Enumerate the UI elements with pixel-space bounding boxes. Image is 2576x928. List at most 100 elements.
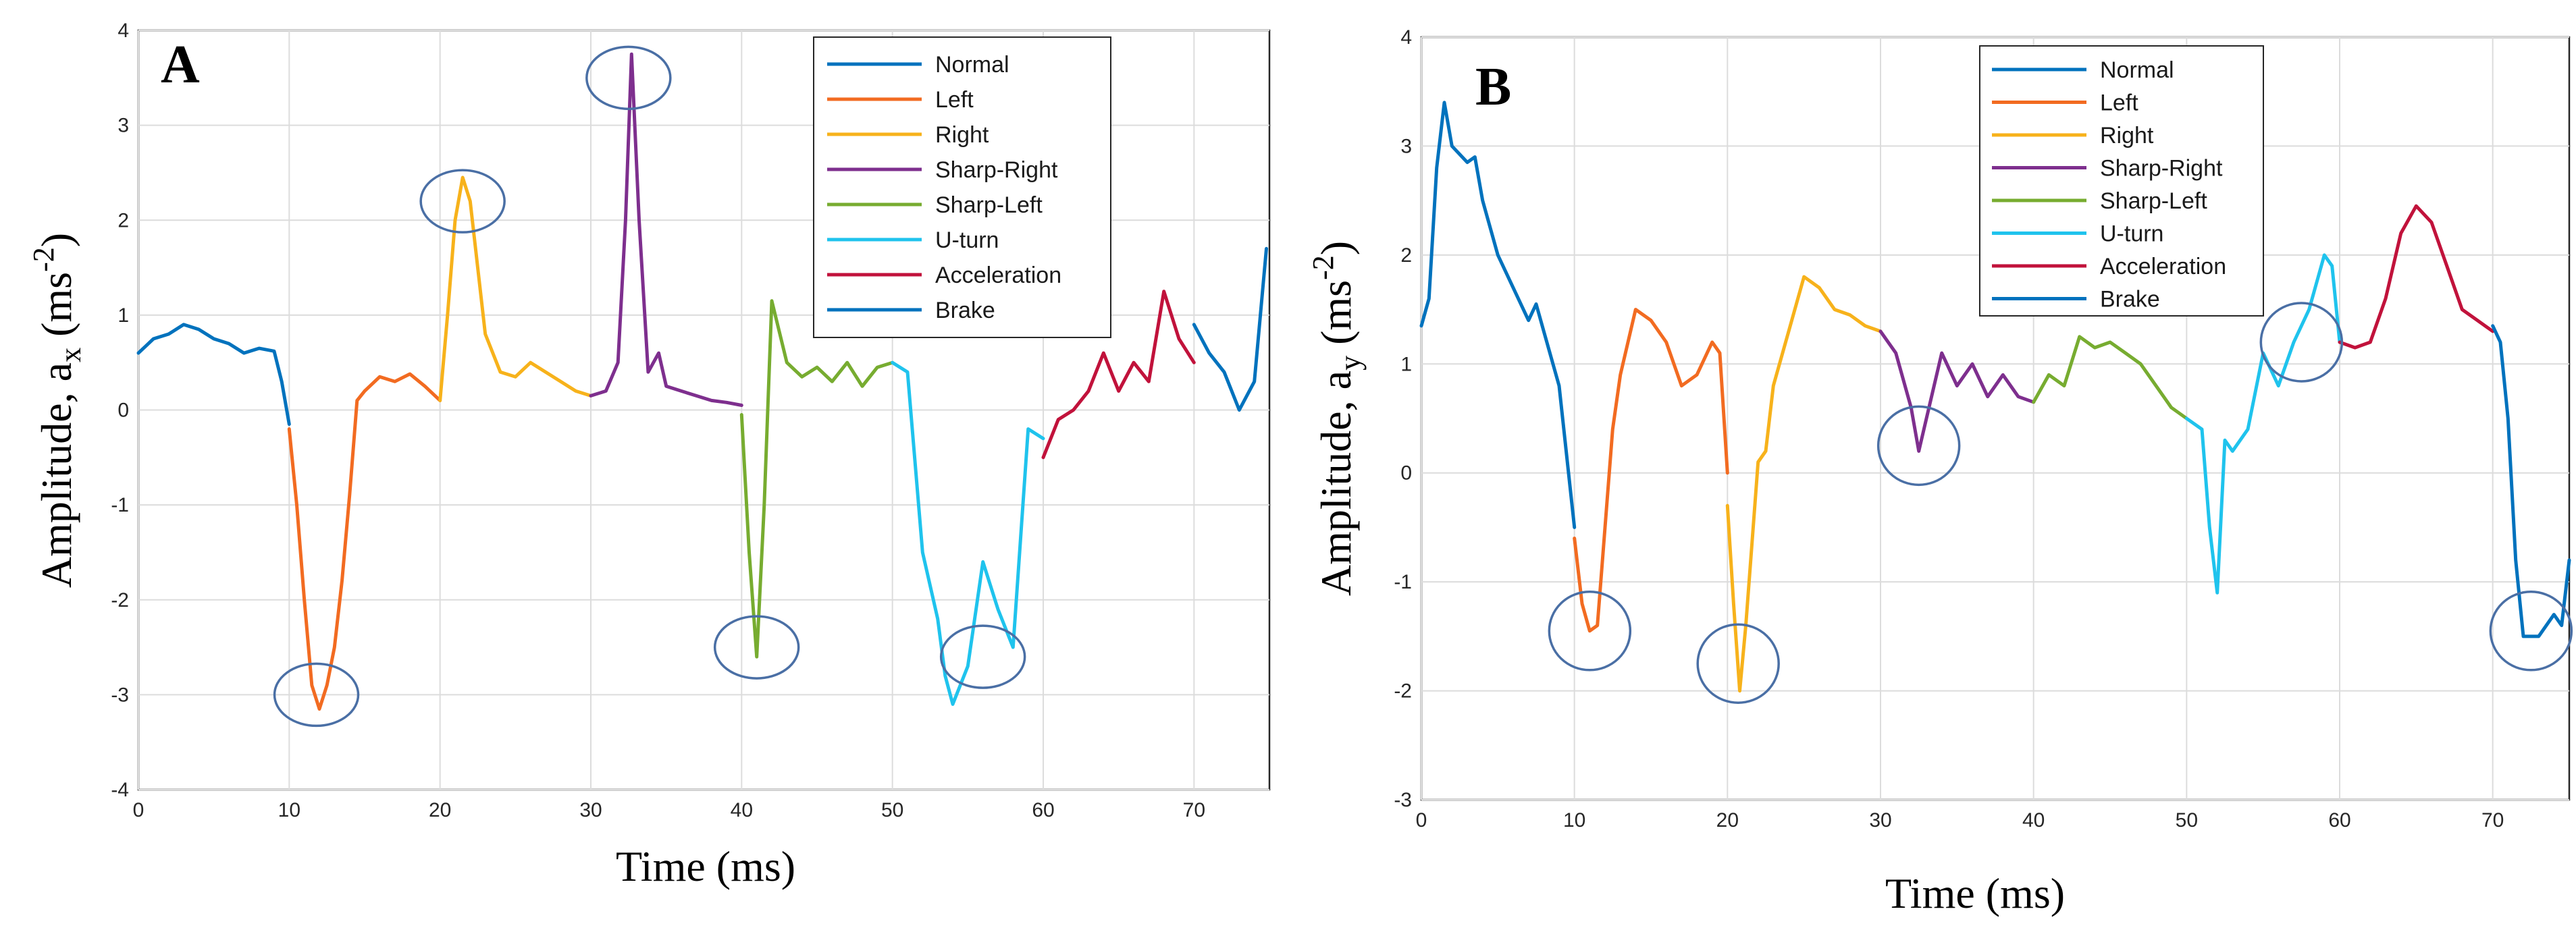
- legend-label: U-turn: [2100, 221, 2163, 247]
- y-tick-label: 1: [1400, 353, 1412, 375]
- series-layer: [136, 52, 1268, 711]
- series-line-normal: [136, 323, 291, 427]
- legend-label: Normal: [2100, 57, 2174, 83]
- legend-label: Normal: [935, 52, 1009, 78]
- y-tick-label: 4: [117, 20, 129, 42]
- y-label-main: Amplitude, a: [1312, 371, 1360, 596]
- legend-label: Acceleration: [2100, 254, 2226, 279]
- y-label-subscript: x: [54, 348, 87, 362]
- x-tick-labels: 0 10 20 30 40 50 60 70: [133, 799, 1205, 821]
- x-tick-label: 30: [1869, 809, 1891, 831]
- highlight-ellipse: [713, 615, 800, 680]
- y-label-unit: (ms: [32, 272, 80, 348]
- panel-label: B: [1475, 57, 1511, 117]
- highlight-ellipse: [273, 662, 360, 728]
- x-axis-label: Time (ms): [616, 842, 795, 890]
- y-tick-label: 0: [1400, 462, 1412, 485]
- highlight-ellipse: [1696, 623, 1780, 704]
- panel-b: 0 10 20 30 40 50 60 70 -3 -2 -1 0 1 2 3 4 B Normal Left…: [1307, 26, 2573, 917]
- y-label-unit-close: ): [1312, 241, 1360, 255]
- highlight-ellipse: [585, 45, 672, 111]
- x-tick-label: 50: [2176, 809, 2198, 831]
- y-label-unit-close: ): [32, 233, 80, 247]
- y-label-subscript: y: [1334, 356, 1367, 371]
- series-line-right: [438, 175, 593, 402]
- legend: Normal Left Right Sharp-Right Sharp-Left U-tu…: [1979, 45, 2264, 317]
- x-tick-label: 60: [1032, 799, 1054, 821]
- x-tick-label: 0: [1416, 809, 1427, 831]
- series-line-sharp-left: [739, 299, 895, 659]
- series-layer: [1419, 101, 2571, 693]
- series-line-sharp-left: [2032, 335, 2188, 420]
- series-line-brake: [2491, 324, 2571, 638]
- legend-label: Sharp-Left: [2100, 188, 2207, 214]
- legend-label: Brake: [935, 298, 995, 323]
- highlight-ellipse: [2489, 591, 2573, 672]
- x-tick-label: 50: [881, 799, 903, 821]
- x-tick-label: 70: [2481, 809, 2504, 831]
- y-label-unit: (ms: [1312, 280, 1360, 356]
- x-tick-label: 20: [1716, 809, 1739, 831]
- series-line-acceleration: [1041, 290, 1196, 460]
- y-tick-label: 0: [117, 400, 129, 422]
- series-line-brake: [1192, 246, 1268, 412]
- y-tick-label: -3: [111, 684, 129, 706]
- y-tick-label: -1: [111, 494, 129, 516]
- y-tick-label: 2: [117, 209, 129, 231]
- x-tick-label: 60: [2328, 809, 2350, 831]
- series-line-normal: [1419, 101, 1577, 529]
- highlight-ellipse: [1876, 405, 1961, 487]
- y-tick-label: -4: [111, 779, 129, 801]
- x-tick-labels: 0 10 20 30 40 50 60 70: [1416, 809, 2504, 831]
- series-line-acceleration: [2338, 204, 2495, 350]
- y-label-main: Amplitude, a: [32, 362, 80, 588]
- y-tick-labels: -4 -3 -2 -1 0 1 2 3 4: [111, 20, 129, 801]
- y-tick-label: 4: [1400, 26, 1412, 49]
- legend-label: Right: [2100, 123, 2154, 148]
- grid: [138, 30, 1269, 790]
- x-tick-label: 30: [579, 799, 602, 821]
- legend-label: U-turn: [935, 227, 999, 253]
- series-line-u-turn: [891, 360, 1045, 706]
- y-tick-label: 1: [117, 304, 129, 327]
- highlight-ellipse: [939, 624, 1026, 689]
- legend-label: Brake: [2100, 287, 2160, 312]
- x-tick-label: 0: [133, 799, 144, 821]
- legend-items: Normal Left Right Sharp-Right Sharp-Left U-tu…: [1992, 57, 2226, 312]
- y-label-superscript: -2: [27, 247, 60, 272]
- series-line-right: [1725, 275, 1883, 693]
- panel-label: A: [161, 35, 200, 94]
- x-tick-label: 40: [2022, 809, 2045, 831]
- legend-label: Left: [935, 87, 974, 113]
- x-tick-label: 20: [429, 799, 451, 821]
- series-line-u-turn: [2184, 253, 2342, 595]
- series-line-sharp-right: [1878, 329, 2036, 453]
- y-tick-label: -3: [1394, 789, 1412, 811]
- legend-label: Acceleration: [935, 263, 1061, 288]
- y-axis-label: Amplitude, ax (ms-2): [27, 233, 87, 588]
- highlight-ellipse: [2259, 302, 2344, 383]
- x-tick-label: 40: [731, 799, 753, 821]
- legend: Normal Left Right Sharp-Right Sharp-Left U-tu…: [813, 36, 1111, 338]
- series-line-left: [1573, 308, 1729, 633]
- y-tick-label: -2: [111, 589, 129, 611]
- y-tick-label: -1: [1394, 571, 1412, 593]
- x-tick-label: 10: [278, 799, 300, 821]
- y-label-superscript: -2: [1307, 255, 1340, 280]
- highlight-ellipse: [419, 169, 506, 234]
- x-tick-label: 70: [1183, 799, 1205, 821]
- panel-a: 0 10 20 30 40 50 60 70 -4 -3 -2 -1 0 1 2 3 4 A Normal Le…: [27, 20, 1271, 890]
- highlight-ellipse: [1548, 591, 1632, 672]
- y-tick-label: -2: [1394, 680, 1412, 703]
- series-line-left: [287, 372, 442, 711]
- series-line-sharp-right: [589, 52, 743, 407]
- x-axis-label: Time (ms): [1885, 869, 2065, 917]
- y-tick-label: 3: [1400, 135, 1412, 157]
- legend-items: Normal Left Right Sharp-Right Sharp-Left U-tu…: [827, 52, 1061, 323]
- y-axis-label: Amplitude, ay (ms-2): [1307, 241, 1367, 596]
- x-tick-label: 10: [1563, 809, 1585, 831]
- y-tick-label: 2: [1400, 244, 1412, 267]
- legend-label: Sharp-Right: [2100, 156, 2223, 182]
- grid: [1421, 36, 2569, 800]
